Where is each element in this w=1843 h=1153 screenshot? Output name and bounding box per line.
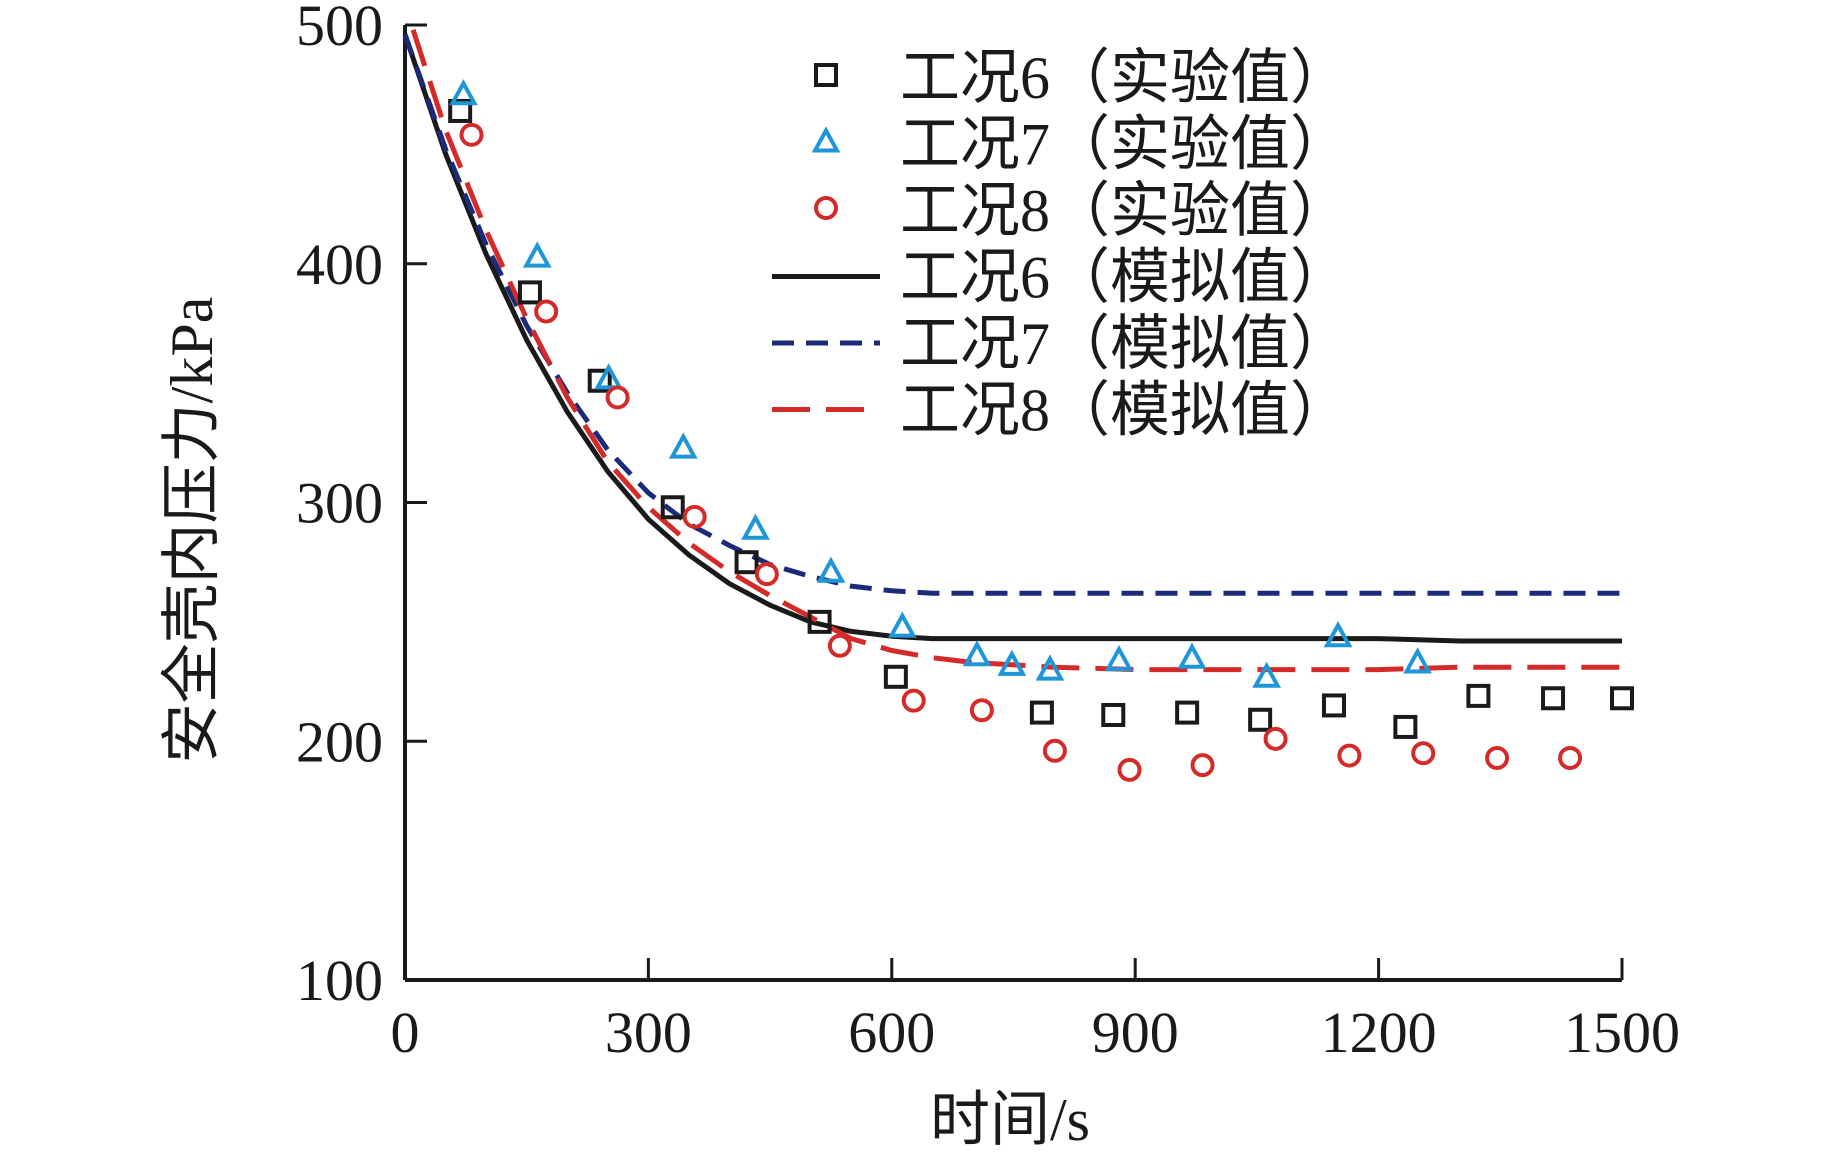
data-point: [1337, 743, 1362, 768]
data-point: [827, 633, 852, 658]
data-point: [807, 609, 832, 634]
series-line: [402, 33, 1622, 644]
data-point: [1175, 700, 1200, 725]
data-point: [969, 698, 994, 723]
y-tick-label: 500: [296, 0, 383, 58]
simulation-lines: [402, 29, 1622, 673]
x-tick-label: 0: [391, 1000, 420, 1065]
data-point: [534, 299, 559, 324]
y-tick-label: 400: [296, 232, 383, 297]
x-tick-label: 1200: [1321, 1000, 1437, 1065]
y-axis-title: 安全壳内压力/kPa: [159, 297, 225, 764]
data-point: [1466, 683, 1491, 708]
data-point: [682, 504, 707, 529]
legend-label: 工况6（模拟值）: [900, 245, 1350, 311]
legend-label: 工况7（模拟值）: [900, 311, 1350, 377]
data-point: [1177, 642, 1207, 669]
legend-label: 工况8（实验值）: [900, 178, 1350, 244]
data-point: [1104, 644, 1134, 672]
legend: 工况6（实验值）工况7（实验值）工况8（实验值）工况6（模拟值）工况7（模拟值）…: [772, 45, 1350, 444]
x-tick-label: 300: [605, 1000, 692, 1065]
data-point: [594, 363, 624, 390]
data-point: [741, 513, 770, 540]
y-tick-label: 100: [296, 948, 383, 1013]
data-point: [1029, 700, 1054, 725]
data-point: [1248, 707, 1273, 732]
x-axis-title: 时间/s: [930, 1087, 1090, 1153]
experiment-markers: [448, 79, 1634, 782]
data-point: [962, 640, 992, 667]
data-point: [1541, 686, 1566, 711]
data-point: [1610, 686, 1634, 711]
y-tick-label: 300: [296, 471, 383, 536]
series-line: [410, 29, 1622, 673]
y-tick-label: 200: [296, 709, 383, 774]
axes: 0 300 600 900 1200 1500 100 200 300 400 500: [296, 0, 1680, 1065]
data-point: [668, 432, 698, 459]
legend-marker: [814, 196, 838, 220]
data-point: [448, 98, 473, 123]
data-point: [1042, 738, 1067, 763]
legend-marker: [814, 63, 838, 87]
data-point: [887, 611, 917, 638]
legend-label: 工况8（模拟值）: [900, 378, 1350, 444]
data-point: [1263, 726, 1288, 751]
legend-label: 工况6（实验值）: [900, 45, 1350, 111]
data-point: [901, 688, 926, 713]
data-point: [660, 495, 685, 520]
data-point: [883, 664, 908, 689]
data-point: [754, 562, 779, 587]
data-point: [1485, 745, 1510, 770]
data-point: [1323, 621, 1353, 648]
data-point: [1252, 661, 1282, 688]
data-point: [1035, 654, 1065, 681]
data-point: [1411, 741, 1436, 766]
data-point: [816, 556, 846, 583]
data-point: [522, 241, 552, 268]
x-tick-label: 600: [848, 1000, 935, 1065]
data-point: [1558, 745, 1583, 770]
data-point: [734, 550, 759, 575]
legend-label: 工况7（实验值）: [900, 112, 1350, 178]
data-point: [1321, 693, 1346, 718]
data-point: [605, 385, 630, 410]
data-point: [449, 79, 478, 106]
data-point: [587, 368, 612, 393]
data-point: [997, 649, 1027, 676]
data-point: [517, 280, 542, 305]
legend-marker: [811, 126, 841, 153]
data-point: [1117, 757, 1142, 782]
data-point: [1393, 714, 1418, 739]
series-line: [402, 33, 1622, 596]
data-point: [1101, 702, 1126, 727]
x-tick-label: 1500: [1564, 1000, 1680, 1065]
data-point: [1403, 647, 1432, 674]
data-point: [459, 122, 484, 147]
data-point: [1190, 753, 1215, 778]
x-tick-label: 900: [1092, 1000, 1179, 1065]
